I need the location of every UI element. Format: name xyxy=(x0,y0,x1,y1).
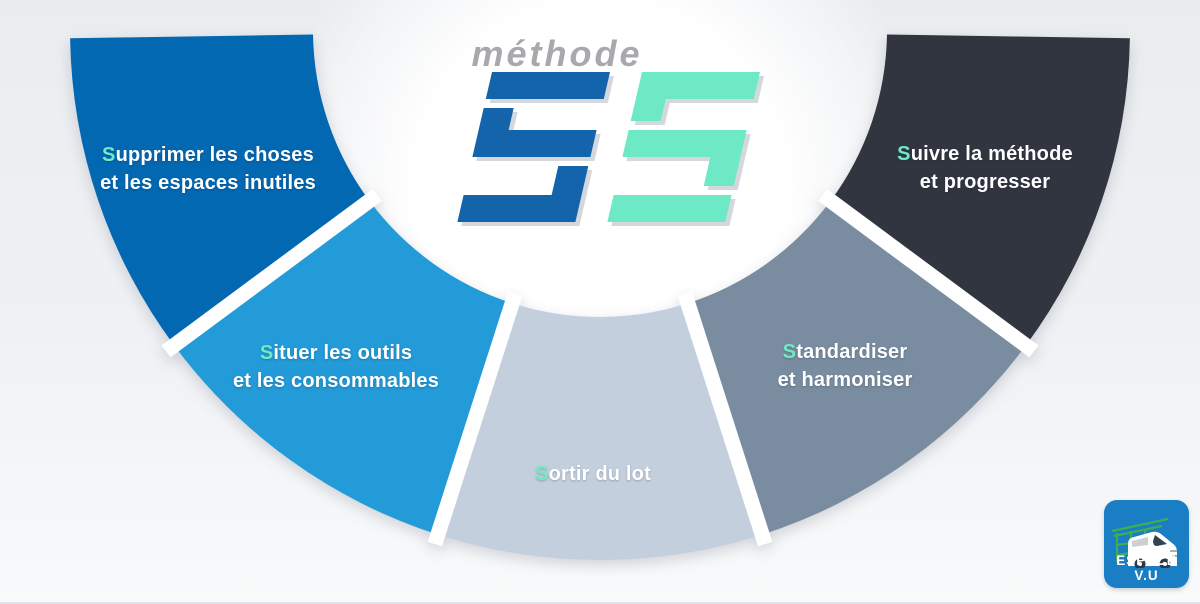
van-icon xyxy=(1128,531,1177,568)
wedge-gap xyxy=(677,291,773,547)
wedge-sortir xyxy=(437,303,763,561)
wedge-label-supprimer: Supprimer les choses et les espaces inut… xyxy=(100,141,316,197)
logo-digit-5 xyxy=(457,72,610,222)
wedge-label-line2: et les consommables xyxy=(232,370,440,392)
van-and-rack-illustration xyxy=(1111,517,1177,568)
wedge-gap xyxy=(427,291,523,547)
wedge-supprimer xyxy=(70,34,370,346)
brand-line2: V.U xyxy=(1134,568,1159,583)
wedge-label-line1: Suivre la méthode xyxy=(897,140,1073,168)
wedge-line1-rest: upprimer les choses xyxy=(115,144,314,166)
wedge-label-line1: Situer les outils xyxy=(233,339,439,367)
logo-5s xyxy=(457,72,760,222)
wedge-label-standardiser: Standardiser et harmoniser xyxy=(778,338,913,394)
method-eyebrow-text: méthode xyxy=(471,33,643,74)
wedge-initial: S xyxy=(535,463,549,485)
wedge-label-line1: Supprimer les choses xyxy=(100,141,316,169)
wedge-label-line2: et progresser xyxy=(919,171,1051,193)
wedge-initial: S xyxy=(259,342,274,364)
wedge-label-line1: Sortir du lot xyxy=(535,460,651,488)
logo-letter-s xyxy=(607,72,760,222)
wedge-initial: S xyxy=(102,144,116,166)
wedge-line1-rest: tandardiser xyxy=(796,341,908,363)
wedge-line1-rest: uivre la méthode xyxy=(910,143,1073,165)
wedge-gap xyxy=(818,188,1039,358)
wedge-label-line1: Standardiser xyxy=(778,338,913,366)
brand-line1: ESPACE xyxy=(1116,553,1177,568)
wedge-label-situer: Situer les outils et les consommables xyxy=(233,339,439,395)
wedge-line1-rest: ituer les outils xyxy=(273,342,413,364)
wedge-gap xyxy=(161,188,382,358)
wedge-initial: S xyxy=(897,143,911,165)
wedge-label-line2: et les espaces inutiles xyxy=(100,172,316,194)
wedge-suivre xyxy=(830,34,1130,346)
brand-text: ESPACE V.U xyxy=(1104,553,1189,583)
wedge-line1-rest: ortir du lot xyxy=(548,463,651,485)
wedge-label-suivre: Suivre la méthode et progresser xyxy=(897,140,1073,196)
wedge-label-sortir: Sortir du lot xyxy=(535,460,651,488)
brand-logo-espace-vu: ESPACE V.U xyxy=(1104,500,1189,588)
wedge-initial: S xyxy=(782,341,797,363)
wedge-label-line2: et harmoniser xyxy=(777,369,913,391)
